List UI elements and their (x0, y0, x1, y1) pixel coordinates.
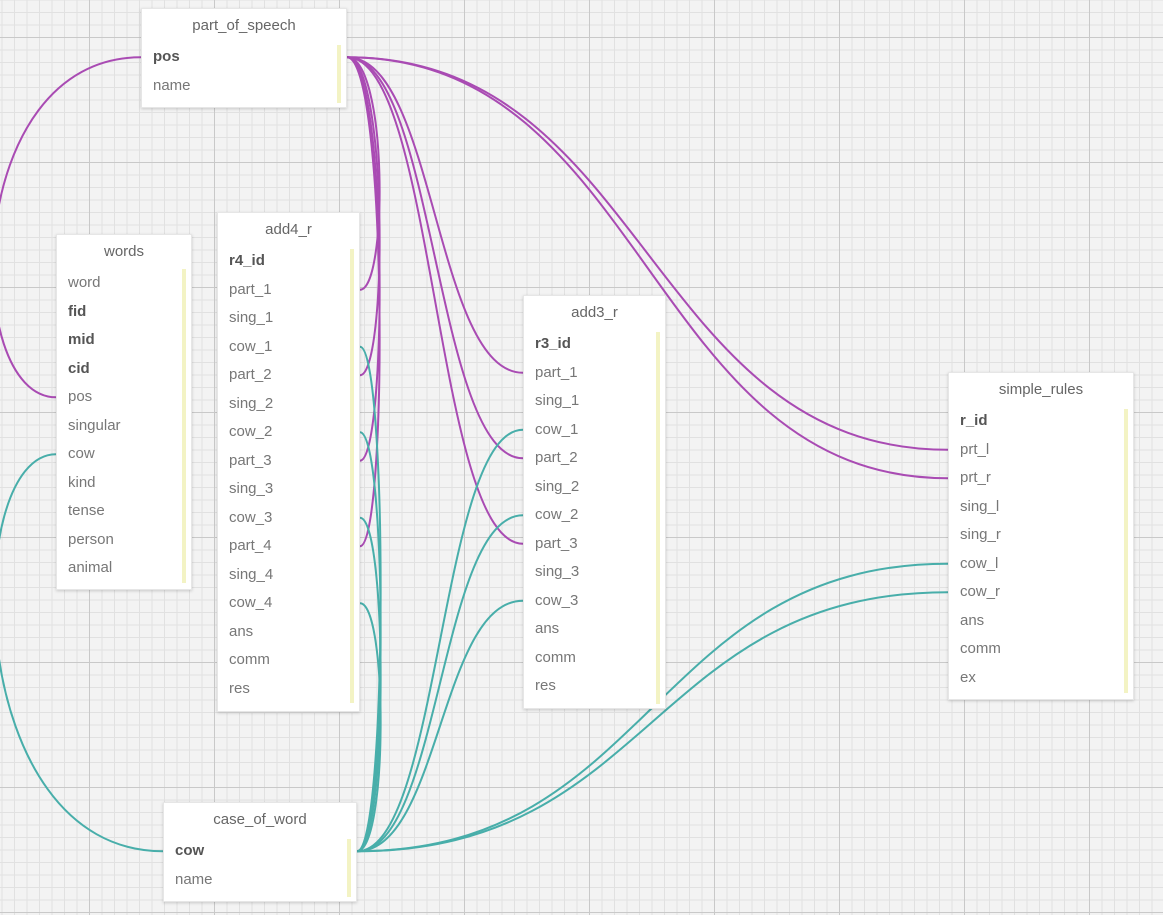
table-add3-r[interactable]: add3_r r3_id part_1 sing_1 cow_1 part_2 sing_2… (523, 295, 666, 709)
field-sing-2[interactable]: sing_2 (229, 394, 274, 412)
field-pos[interactable]: pos (68, 388, 93, 405)
relation-link[interactable] (356, 428, 524, 853)
relation-link[interactable] (356, 599, 524, 853)
field-sing-3[interactable]: sing_3 (229, 480, 274, 497)
relation-link[interactable] (346, 56, 524, 460)
relation-link[interactable] (346, 56, 949, 451)
field-sing-l[interactable]: sing_l (960, 497, 1000, 515)
field-cid[interactable]: cid (68, 359, 90, 377)
field-cow[interactable]: cow (175, 842, 205, 859)
field-ans[interactable]: ans (535, 620, 560, 637)
field-part-1[interactable]: part_1 (229, 280, 272, 298)
table-title[interactable]: case_of_word (213, 811, 307, 828)
field-part-3[interactable]: part_3 (535, 534, 578, 552)
field-kind[interactable]: kind (68, 473, 96, 491)
relation-link[interactable] (346, 56, 949, 480)
table-title[interactable]: part_of_speech (192, 17, 296, 34)
field-ex[interactable]: ex (960, 668, 976, 686)
field-part-4[interactable]: part_4 (229, 537, 272, 554)
scrollbar[interactable] (347, 839, 351, 897)
scrollbar[interactable] (1124, 409, 1128, 693)
table-title[interactable]: words (103, 243, 144, 260)
field-cow-2[interactable]: cow_2 (229, 423, 273, 440)
table-title[interactable]: simple_rules (998, 381, 1084, 398)
field-cow-3[interactable]: cow_3 (229, 508, 273, 526)
field-cow-1[interactable]: cow_1 (229, 337, 273, 355)
field-prt-l[interactable]: prt_l (960, 440, 990, 458)
field-sing-3[interactable]: sing_3 (535, 563, 580, 580)
field-tense[interactable]: tense (68, 502, 105, 519)
relation-link[interactable] (356, 591, 949, 853)
field-animal[interactable]: animal (68, 559, 113, 576)
field-res[interactable]: res (229, 679, 250, 697)
field-part-3[interactable]: part_3 (229, 451, 272, 469)
relation-link[interactable] (0, 453, 164, 853)
field-cow-1[interactable]: cow_1 (535, 420, 579, 438)
field-list: cow name (164, 837, 356, 894)
relation-link[interactable] (356, 602, 382, 853)
field-cow-2[interactable]: cow_2 (535, 506, 579, 523)
field-list: word fid mid cid pos singular cow kind tense pers… (57, 269, 191, 583)
scrollbar[interactable] (337, 45, 341, 103)
relation-link[interactable] (346, 56, 524, 545)
field-word[interactable]: word (68, 274, 101, 291)
field-pos[interactable]: pos (153, 48, 180, 65)
field-comm[interactable]: comm (960, 640, 1001, 657)
field-sing-4[interactable]: sing_4 (229, 565, 274, 583)
field-prt-r[interactable]: prt_r (960, 469, 991, 486)
field-r4-id[interactable]: r4_id (229, 252, 265, 269)
relation-link[interactable] (346, 56, 381, 291)
field-sing-r[interactable]: sing_r (960, 526, 1001, 543)
table-words[interactable]: words word fid mid cid pos singular cow kind tens… (56, 234, 192, 590)
field-comm[interactable]: comm (535, 648, 576, 666)
relation-link[interactable] (346, 56, 381, 377)
relation-link[interactable] (346, 56, 381, 548)
field-res[interactable]: res (535, 677, 556, 694)
field-cow-l[interactable]: cow_l (960, 554, 999, 572)
field-list: pos name (142, 43, 346, 100)
table-title[interactable]: add4_r (265, 221, 312, 238)
relation-link[interactable] (356, 514, 524, 853)
field-singular[interactable]: singular (68, 416, 121, 434)
relation-link[interactable] (0, 56, 142, 399)
field-sing-1[interactable]: sing_1 (535, 392, 580, 409)
table-title[interactable]: add3_r (571, 304, 618, 321)
field-ans[interactable]: ans (229, 622, 254, 640)
field-cow-r[interactable]: cow_r (960, 583, 1001, 600)
scrollbar[interactable] (350, 249, 354, 703)
field-part-2[interactable]: part_2 (535, 449, 578, 466)
scrollbar[interactable] (656, 332, 660, 704)
scrollbar[interactable] (182, 269, 186, 583)
field-person[interactable]: person (68, 530, 114, 548)
field-cow-4[interactable]: cow_4 (229, 594, 273, 611)
field-name[interactable]: name (175, 870, 213, 888)
field-sing-1[interactable]: sing_1 (229, 309, 274, 326)
field-part-1[interactable]: part_1 (535, 363, 578, 381)
field-mid[interactable]: mid (68, 331, 95, 348)
field-sing-2[interactable]: sing_2 (535, 477, 580, 495)
relation-link[interactable] (346, 56, 524, 374)
field-cow[interactable]: cow (68, 445, 95, 462)
field-name[interactable]: name (153, 76, 191, 94)
field-r-id[interactable]: r_id (960, 412, 988, 429)
field-r3-id[interactable]: r3_id (535, 335, 571, 352)
field-cow-3[interactable]: cow_3 (535, 591, 579, 609)
field-ans[interactable]: ans (960, 611, 985, 629)
field-part-2[interactable]: part_2 (229, 366, 272, 383)
field-comm[interactable]: comm (229, 651, 270, 668)
table-add4-r[interactable]: add4_r r4_id part_1 sing_1 cow_1 part_2 sing_2… (217, 212, 360, 712)
field-fid[interactable]: fid (68, 302, 87, 320)
